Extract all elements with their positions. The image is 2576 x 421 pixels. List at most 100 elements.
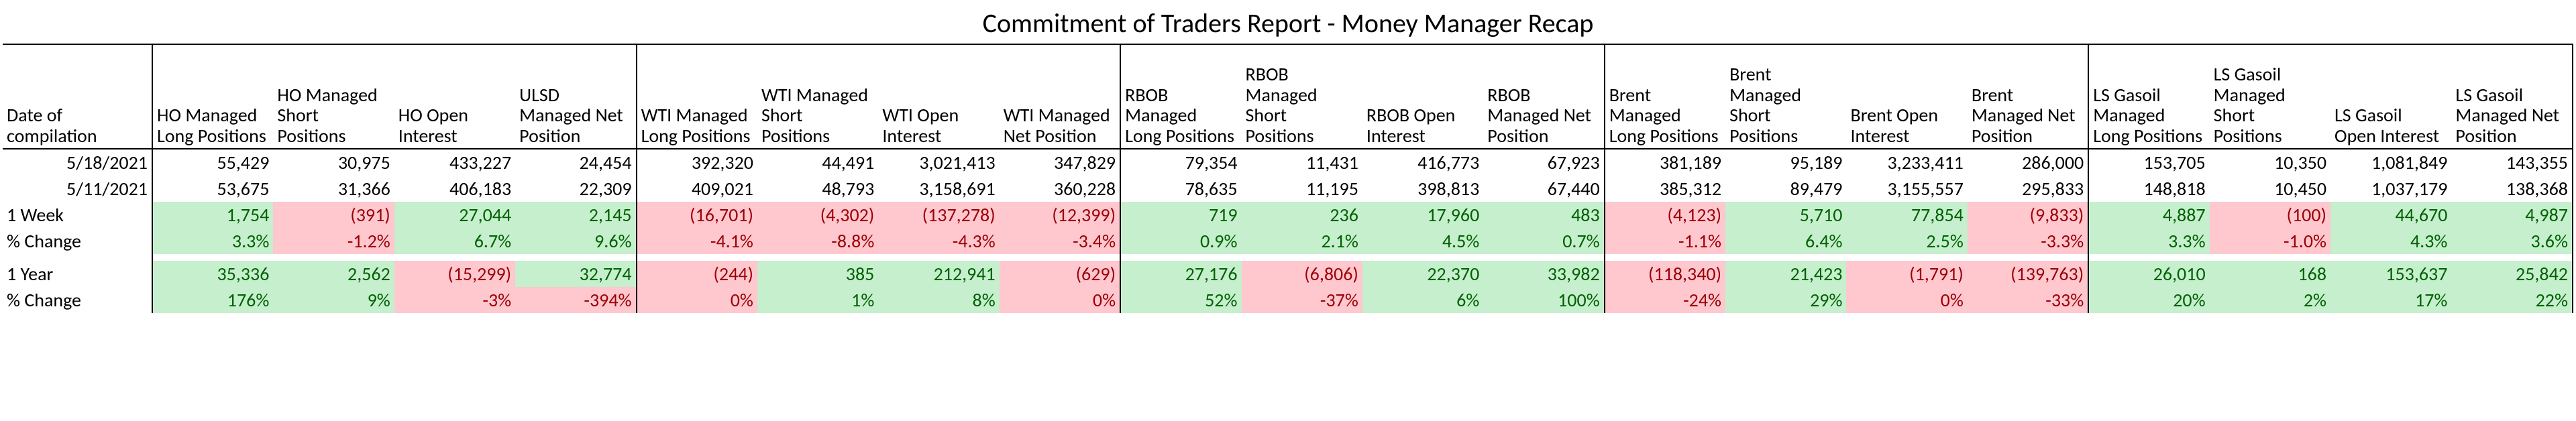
col-header: RBOB Managed Short Positions <box>1242 44 1362 149</box>
data-cell: 21,423 <box>1725 261 1846 287</box>
data-cell: 22,309 <box>515 176 636 202</box>
data-cell: 32,774 <box>515 261 636 287</box>
data-cell: 30,975 <box>273 149 394 176</box>
data-cell: 153,705 <box>2088 149 2209 176</box>
data-cell: 67,440 <box>1483 176 1604 202</box>
data-cell: 433,227 <box>394 149 515 176</box>
data-cell: 17,960 <box>1362 202 1483 228</box>
data-cell: -1.2% <box>273 228 394 254</box>
data-cell: (4,123) <box>1605 202 1725 228</box>
data-cell: 67,923 <box>1483 149 1604 176</box>
data-cell: 2,562 <box>273 261 394 287</box>
table-row: % Change3.3%-1.2%6.7%9.6%-4.1%-8.8%-4.3%… <box>3 228 2573 254</box>
data-cell: 9.6% <box>515 228 636 254</box>
row-label: 5/18/2021 <box>3 149 152 176</box>
data-cell: (6,806) <box>1242 261 1362 287</box>
data-cell: -1.0% <box>2210 228 2330 254</box>
col-header: HO Open Interest <box>394 44 515 149</box>
data-cell: -3% <box>394 287 515 313</box>
report-title: Commitment of Traders Report - Money Man… <box>3 3 2573 44</box>
data-cell: 3.3% <box>152 228 273 254</box>
data-cell: 89,479 <box>1725 176 1846 202</box>
data-cell: 9% <box>273 287 394 313</box>
row-label: % Change <box>3 228 152 254</box>
data-cell: 406,183 <box>394 176 515 202</box>
data-cell: 48,793 <box>757 176 878 202</box>
data-cell: 11,431 <box>1242 149 1362 176</box>
data-cell: 392,320 <box>637 149 757 176</box>
data-cell: -3.3% <box>1968 228 2088 254</box>
row-label: % Change <box>3 287 152 313</box>
data-cell: 10,350 <box>2210 149 2330 176</box>
data-cell: 78,635 <box>1120 176 1241 202</box>
data-cell: 95,189 <box>1725 149 1846 176</box>
data-cell: 6.4% <box>1725 228 1846 254</box>
data-cell: 29% <box>1725 287 1846 313</box>
data-cell: 26,010 <box>2088 261 2209 287</box>
data-cell: 3.3% <box>2088 228 2209 254</box>
data-cell: -8.8% <box>757 228 878 254</box>
data-cell: 176% <box>152 287 273 313</box>
table-row: 1 Year35,3362,562(15,299)32,774(244)3852… <box>3 261 2573 287</box>
col-header: Brent Managed Net Position <box>1968 44 2088 149</box>
data-cell: 148,818 <box>2088 176 2209 202</box>
data-cell: 347,829 <box>1000 149 1120 176</box>
data-cell: 0% <box>637 287 757 313</box>
data-cell: (139,763) <box>1968 261 2088 287</box>
data-cell: 1% <box>757 287 878 313</box>
row-label: 5/11/2021 <box>3 176 152 202</box>
data-cell: 1,081,849 <box>2330 149 2451 176</box>
data-cell: 17% <box>2330 287 2451 313</box>
data-cell: 8% <box>878 287 999 313</box>
data-cell: (629) <box>1000 261 1120 287</box>
data-cell: 4,987 <box>2451 202 2573 228</box>
data-cell: 6.7% <box>394 228 515 254</box>
data-cell: (100) <box>2210 202 2330 228</box>
data-cell: 2,145 <box>515 202 636 228</box>
data-cell: 2.5% <box>1846 228 1967 254</box>
data-cell: 27,176 <box>1120 261 1241 287</box>
data-cell: 25,842 <box>2451 261 2573 287</box>
col-header: RBOB Managed Long Positions <box>1120 44 1241 149</box>
data-cell: 4.5% <box>1362 228 1483 254</box>
col-header: HO Managed Long Positions <box>152 44 273 149</box>
data-cell: 3,021,413 <box>878 149 999 176</box>
data-cell: 385 <box>757 261 878 287</box>
data-cell: (15,299) <box>394 261 515 287</box>
data-cell: 0.7% <box>1483 228 1604 254</box>
data-cell: 4,887 <box>2088 202 2209 228</box>
table-row: 5/18/202155,42930,975433,22724,454392,32… <box>3 149 2573 176</box>
data-cell: -1.1% <box>1605 228 1725 254</box>
data-cell: 24,454 <box>515 149 636 176</box>
data-cell: -33% <box>1968 287 2088 313</box>
data-cell: 35,336 <box>152 261 273 287</box>
data-cell: (1,791) <box>1846 261 1967 287</box>
data-cell: 2.1% <box>1242 228 1362 254</box>
data-cell: (118,340) <box>1605 261 1725 287</box>
data-cell: 3,155,557 <box>1846 176 1967 202</box>
data-cell: 22,370 <box>1362 261 1483 287</box>
table-row: % Change176%9%-3%-394%0%1%8%0%52%-37%6%1… <box>3 287 2573 313</box>
data-cell: 143,355 <box>2451 149 2573 176</box>
data-cell: -4.1% <box>637 228 757 254</box>
data-cell: 416,773 <box>1362 149 1483 176</box>
data-cell: 212,941 <box>878 261 999 287</box>
data-cell: 3.6% <box>2451 228 2573 254</box>
col-header: ULSD Managed Net Position <box>515 44 636 149</box>
data-cell: 44,491 <box>757 149 878 176</box>
data-cell: -4.3% <box>878 228 999 254</box>
data-cell: 236 <box>1242 202 1362 228</box>
data-cell: 77,854 <box>1846 202 1967 228</box>
data-cell: 3,233,411 <box>1846 149 1967 176</box>
data-cell: 22% <box>2451 287 2573 313</box>
col-header: Brent Managed Short Positions <box>1725 44 1846 149</box>
data-cell: 0% <box>1846 287 1967 313</box>
data-cell: 153,637 <box>2330 261 2451 287</box>
data-cell: 6% <box>1362 287 1483 313</box>
data-cell: 52% <box>1120 287 1241 313</box>
col-header: WTI Open Interest <box>878 44 999 149</box>
data-cell: 31,366 <box>273 176 394 202</box>
col-header: LS Gasoil Open Interest <box>2330 44 2451 149</box>
table-header: Date of compilationHO Managed Long Posit… <box>3 44 2573 149</box>
data-cell: (4,302) <box>757 202 878 228</box>
